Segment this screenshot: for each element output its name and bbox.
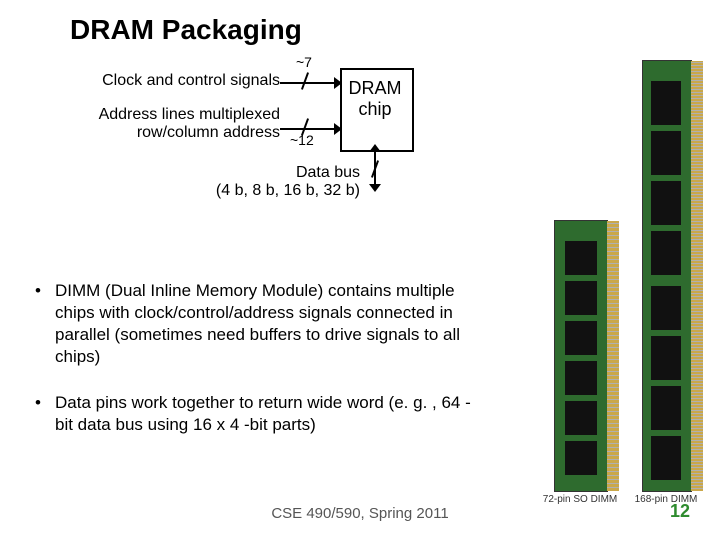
so-dimm-chip-3 (565, 321, 597, 355)
clock-control-count: ~7 (296, 54, 312, 70)
databus-slash (368, 162, 382, 176)
databus-line-2: (4 b, 8 b, 16 b, 32 b) (216, 182, 360, 199)
so-dimm-pins (607, 221, 619, 491)
so-dimm-chip-1 (565, 241, 597, 275)
dimm-chip-4 (651, 231, 681, 275)
bullet-1-text: DIMM (Dual Inline Memory Module) contain… (55, 281, 460, 366)
dimm-chip-1 (651, 81, 681, 125)
address-line-2: row/column address (137, 124, 280, 141)
bullet-1: • DIMM (Dual Inline Memory Module) conta… (55, 280, 485, 368)
address-lines-label: Address lines multiplexed row/column add… (72, 106, 280, 143)
dimm-168-pins (691, 61, 703, 491)
dimm-chip-2 (651, 131, 681, 175)
so-dimm-chip-2 (565, 281, 597, 315)
address-count: ~12 (290, 132, 314, 148)
bullet-2: • Data pins work together to return wide… (55, 392, 485, 436)
dimm-168 (642, 60, 692, 492)
footer-text: CSE 490/590, Spring 2011 (0, 505, 720, 522)
so-dimm-label: 72-pin SO DIMM (540, 494, 620, 505)
page-number: 12 (670, 501, 690, 522)
databus-arrow-down (369, 184, 381, 192)
dimm-168-label: 168-pin DIMM (626, 494, 706, 505)
address-arrow (334, 123, 342, 135)
dimm-chip-5 (651, 286, 681, 330)
so-dimm (554, 220, 608, 492)
clock-control-arrow (334, 77, 342, 89)
databus-label: Data bus (4 b, 8 b, 16 b, 32 b) (190, 164, 360, 201)
address-line-1: Address lines multiplexed (99, 106, 280, 123)
so-dimm-chip-6 (565, 441, 597, 475)
databus-arrow-up (369, 144, 381, 152)
bullet-2-text: Data pins work together to return wide w… (55, 393, 471, 434)
databus-line-1: Data bus (296, 164, 360, 181)
dimm-chip-8 (651, 436, 681, 480)
dram-chip-label: DRAM chip (343, 78, 407, 120)
chip-text-1: DRAM (349, 78, 402, 98)
clock-control-label: Clock and control signals (80, 72, 280, 90)
dimm-chip-7 (651, 386, 681, 430)
so-dimm-chip-5 (565, 401, 597, 435)
dram-diagram: DRAM chip Clock and control signals ~7 A… (80, 58, 510, 228)
dimm-chip-6 (651, 336, 681, 380)
bullet-dot-1: • (35, 280, 41, 302)
so-dimm-chip-4 (565, 361, 597, 395)
slide-title: DRAM Packaging (70, 14, 302, 46)
chip-text-2: chip (358, 99, 391, 119)
bullet-dot-2: • (35, 392, 41, 414)
clock-control-slash (298, 74, 312, 88)
dimm-chip-3 (651, 181, 681, 225)
